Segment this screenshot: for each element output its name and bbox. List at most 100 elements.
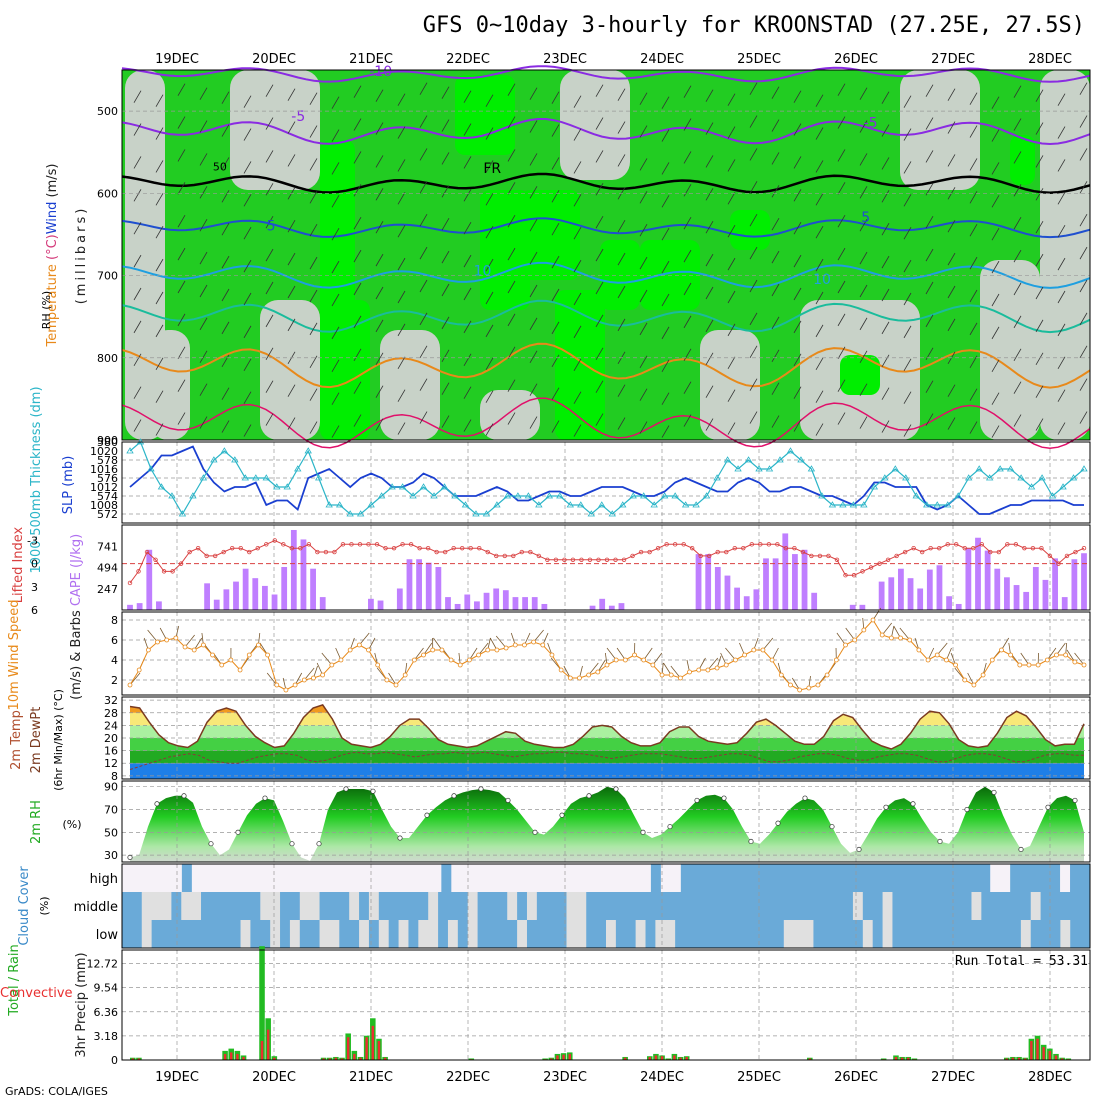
- wind-barb: [433, 637, 443, 651]
- wind-speed-point: [934, 652, 940, 658]
- wind-barb: [815, 193, 824, 206]
- cloud-cell: [481, 864, 492, 892]
- wind-barb: [1079, 246, 1088, 260]
- cloud-cell: [961, 920, 972, 948]
- wind-barb: [485, 94, 494, 107]
- date-label-top: 20DEC: [252, 52, 296, 67]
- cape-bar: [425, 562, 432, 610]
- cloud-cell: [591, 864, 602, 892]
- thickness-point: [189, 492, 197, 499]
- lifted-index-point: [766, 542, 772, 547]
- cloud-cell: [351, 864, 363, 892]
- wind-barb: [331, 326, 340, 340]
- wind-barb: [749, 115, 758, 128]
- wind-barb: [155, 324, 164, 338]
- wind-barb: [595, 150, 604, 163]
- wind-barb: [441, 218, 450, 231]
- thickness-point: [891, 465, 900, 472]
- cape-bar: [502, 590, 509, 610]
- wind-barb: [221, 420, 230, 433]
- wind-barb: [551, 91, 560, 104]
- rh-moist-region: [730, 210, 770, 250]
- cloud-cell: [291, 864, 303, 892]
- cloud-cell: [630, 864, 642, 892]
- cloud-cell: [181, 864, 193, 892]
- wind-barb: [441, 316, 450, 330]
- cloud-cell: [880, 864, 891, 892]
- temp-contour-10: [121, 261, 1091, 289]
- wind-barb: [683, 315, 692, 329]
- date-label-top: 23DEC: [543, 52, 587, 67]
- wind-speed-point: [806, 685, 812, 691]
- wind-barb: [265, 413, 274, 426]
- wind-barb: [1079, 214, 1088, 227]
- wind-barb: [478, 642, 489, 656]
- wind-barb: [441, 250, 450, 264]
- lifted-index-point: [221, 549, 226, 555]
- wind-barb: [331, 129, 340, 142]
- wind-barb: [353, 414, 362, 427]
- lifted-index-point: [468, 545, 473, 551]
- wind-barb: [661, 162, 670, 175]
- wind-barb: [903, 95, 912, 108]
- cloud-cell: [299, 920, 311, 948]
- date-label-top: 25DEC: [737, 52, 781, 67]
- thickness-point: [1048, 492, 1057, 499]
- cloud-cell: [635, 892, 647, 920]
- wind-barb: [1057, 290, 1066, 304]
- wind-barb: [925, 314, 934, 328]
- wind-barb: [133, 287, 142, 301]
- wind-barb: [639, 256, 648, 270]
- precip-conv-bar: [673, 1055, 676, 1060]
- cloud-cell: [675, 920, 686, 948]
- cloud-cell: [141, 864, 153, 892]
- wind-barb: [771, 415, 780, 428]
- wind-speed-point: [237, 667, 243, 673]
- precip-conv-bar: [685, 1056, 688, 1060]
- wind-barb: [463, 386, 472, 399]
- wind-barb: [969, 191, 978, 204]
- wind-barb: [177, 149, 186, 162]
- wind-barb: [661, 260, 670, 274]
- wind-barb: [177, 83, 186, 96]
- cloud-unit-label: (%): [38, 896, 51, 915]
- wind-speed-point: [274, 682, 280, 688]
- wind-barb: [507, 379, 516, 392]
- wind-barb: [441, 119, 450, 132]
- wind-barb: [529, 284, 538, 298]
- precip-conv-bar: [273, 1057, 276, 1060]
- wind-speed-point: [595, 669, 601, 675]
- cape-bar: [599, 598, 606, 610]
- temp-contour-15: [121, 299, 1091, 334]
- thickness-point: [388, 483, 396, 490]
- lifted-index-point: [664, 542, 669, 547]
- wind-barb: [969, 256, 978, 270]
- rh-label: RH (%): [40, 291, 53, 329]
- wind-barb: [414, 647, 424, 661]
- wind-speed-point: [136, 667, 142, 673]
- wind-barb: [683, 151, 692, 164]
- thickness-point: [608, 510, 616, 517]
- wind-barb: [463, 320, 472, 334]
- wind-barb: [265, 380, 274, 393]
- lifted-index-point: [809, 553, 814, 559]
- cloud-cell: [566, 892, 577, 920]
- wind-barb: [495, 635, 507, 649]
- wind-speed-point: [549, 652, 555, 658]
- wind-barb: [353, 315, 362, 329]
- rh-point: [505, 797, 511, 803]
- thickness-point: [314, 474, 323, 481]
- cloud-cell: [813, 920, 824, 948]
- cape-bar: [416, 559, 422, 610]
- wind-barb: [419, 115, 428, 128]
- cape-bar: [541, 603, 548, 610]
- cape-li-panel: -3 0 3 6 741 494 247 Lifted Index CAPE (J/kg): [11, 524, 1091, 617]
- lifted-index-point: [281, 542, 286, 547]
- cloud-cell: [131, 920, 143, 948]
- cape-bar: [984, 550, 991, 610]
- lifted-index-point: [988, 549, 993, 555]
- wind-barb: [309, 355, 318, 368]
- cape-bar: [1004, 577, 1010, 610]
- cape-bar: [743, 596, 750, 610]
